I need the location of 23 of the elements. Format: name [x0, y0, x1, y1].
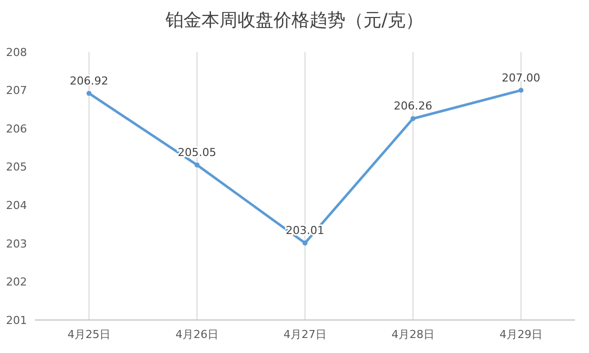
text: 206.26 — [394, 100, 432, 113]
x-tick-label: 4月25日 — [68, 328, 110, 341]
point — [410, 116, 416, 122]
text: 205.05 — [178, 146, 216, 159]
y-tick-label: 207 — [6, 84, 27, 98]
point — [302, 240, 308, 246]
y-tick-label: 203 — [6, 237, 27, 250]
point — [194, 162, 200, 168]
y-tick-label: 208 — [6, 46, 27, 59]
y-tick-label: 201 — [6, 314, 27, 327]
point — [518, 88, 524, 93]
chart-title: 铂金本周收盘价格趋势（元/克） — [164, 10, 424, 31]
y-tick-label: 204 — [6, 198, 27, 212]
text: 206.92 — [70, 74, 108, 88]
x-tick-label: 4月26日 — [176, 328, 218, 341]
x-tick-label: 4月29日 — [500, 328, 542, 341]
y-tick-label: 205 — [6, 160, 27, 174]
y-tick-label: 202 — [6, 276, 27, 289]
point — [86, 90, 92, 96]
text: 207.00 — [502, 71, 540, 84]
x-tick-label: 4月27日 — [284, 328, 326, 341]
y-tick-label: 206 — [6, 122, 27, 136]
x-tick-label: 4月28日 — [392, 328, 434, 341]
